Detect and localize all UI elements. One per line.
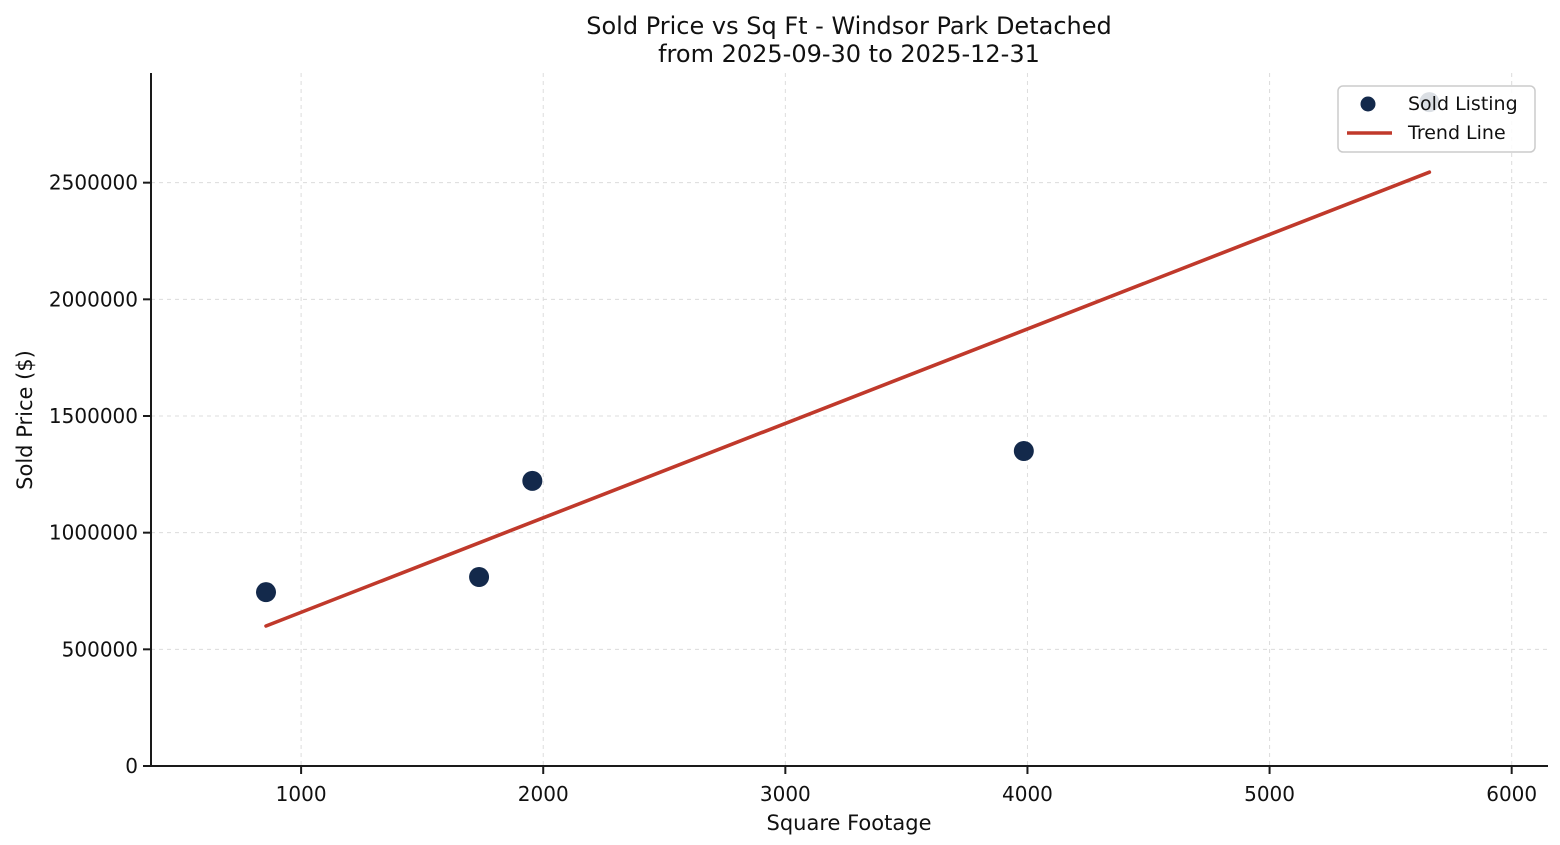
data-series	[256, 92, 1440, 628]
scatter-point	[522, 470, 543, 491]
x-tick-label: 4000	[1002, 782, 1053, 806]
legend-label-trend-line: Trend Line	[1407, 122, 1506, 144]
legend-box	[1337, 85, 1536, 153]
legend: Sold Listing Trend Line	[1337, 85, 1536, 153]
scatter-point	[256, 582, 277, 603]
chart-subtitle: from 2025-09-30 to 2025-12-31	[658, 40, 1040, 68]
x-tick-label: 5000	[1244, 782, 1295, 806]
legend-dot-marker-icon	[1360, 96, 1376, 112]
legend-label-sold-listing: Sold Listing	[1408, 93, 1518, 115]
x-tick-label: 2000	[518, 782, 569, 806]
x-tick-label: 6000	[1486, 782, 1537, 806]
axes	[143, 73, 1548, 774]
y-tick-label: 0	[125, 754, 138, 778]
gridlines	[151, 73, 1548, 767]
tick-labels: 1000 2000 3000 4000 5000 6000 0 500000 1000000 15…	[49, 171, 1537, 806]
x-axis-label: Square Footage	[767, 811, 932, 835]
chart-title: Sold Price vs Sq Ft - Windsor Park Detac…	[586, 12, 1111, 40]
x-tick-label: 3000	[760, 782, 811, 806]
x-tick-label: 1000	[276, 782, 327, 806]
scatter-point	[469, 567, 490, 587]
y-tick-label: 500000	[62, 637, 138, 661]
y-tick-label: 1000000	[49, 521, 138, 545]
y-tick-label: 2500000	[49, 171, 138, 195]
y-tick-label: 2000000	[49, 287, 138, 311]
scatter-point	[1013, 441, 1034, 461]
trend-line	[264, 170, 1432, 628]
y-axis-label: Sold Price ($)	[13, 350, 37, 490]
y-tick-label: 1500000	[49, 404, 138, 428]
